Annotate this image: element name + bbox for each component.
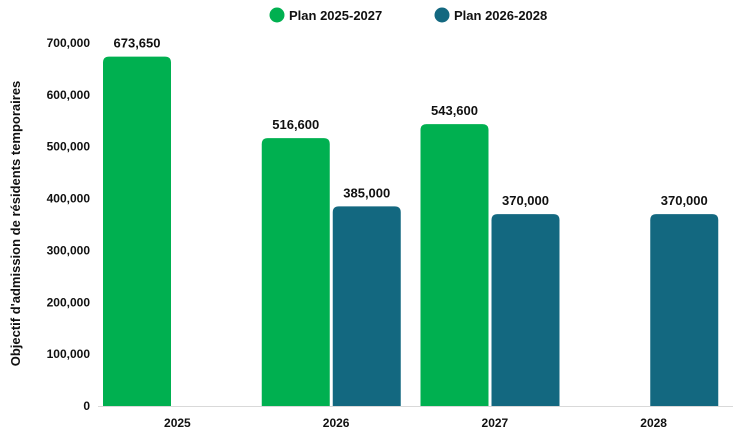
bar-plan-2025-2027-2025 <box>103 56 171 406</box>
bar-value-label: 370,000 <box>661 193 708 208</box>
bar-value-label: 516,600 <box>272 117 319 132</box>
y-tick-label: 300,000 <box>47 243 91 257</box>
x-tick-label: 2028 <box>640 416 667 429</box>
data-labels: 673,650 516,600 385,000 543,600 370,000 370,0… <box>114 36 708 208</box>
bar-value-label: 543,600 <box>431 103 478 118</box>
x-tick-label: 2026 <box>323 416 350 429</box>
x-axis: 2025 2026 2027 2028 <box>98 406 733 429</box>
bar-plan-2025-2027-2027 <box>420 124 489 407</box>
legend: Plan 2025-2027 Plan 2026-2028 <box>269 7 547 23</box>
bars <box>103 56 719 407</box>
y-tick-label: 200,000 <box>47 295 91 309</box>
bar-value-label: 385,000 <box>343 185 390 200</box>
x-tick-label: 2025 <box>164 416 191 429</box>
bar-plan-2025-2027-2026 <box>261 138 330 406</box>
bar-plan-2026-2028-2026 <box>332 206 401 406</box>
bar-plan-2026-2028-2028 <box>650 214 719 406</box>
legend-marker-2 <box>434 7 450 23</box>
x-tick-label: 2027 <box>482 416 509 429</box>
y-axis: 0 100,000 200,000 300,000 400,000 500,000 600,… <box>47 36 91 413</box>
bar-value-label: 673,650 <box>114 36 161 51</box>
y-tick-label: 700,000 <box>47 36 91 50</box>
legend-label-2: Plan 2026-2028 <box>454 8 547 23</box>
axis-title-layer: Objectif d'admission de résidents tempor… <box>8 81 23 367</box>
y-tick-label: 500,000 <box>47 140 91 154</box>
y-axis-title: Objectif d'admission de résidents tempor… <box>8 81 23 367</box>
bar-plan-2026-2028-2027 <box>491 214 560 406</box>
y-tick-label: 0 <box>83 399 90 413</box>
y-tick-label: 400,000 <box>47 192 91 206</box>
bar-value-label: 370,000 <box>502 193 549 208</box>
legend-marker-1 <box>269 7 285 23</box>
y-tick-label: 100,000 <box>47 347 91 361</box>
legend-label-1: Plan 2025-2027 <box>289 8 382 23</box>
y-tick-label: 600,000 <box>47 88 91 102</box>
